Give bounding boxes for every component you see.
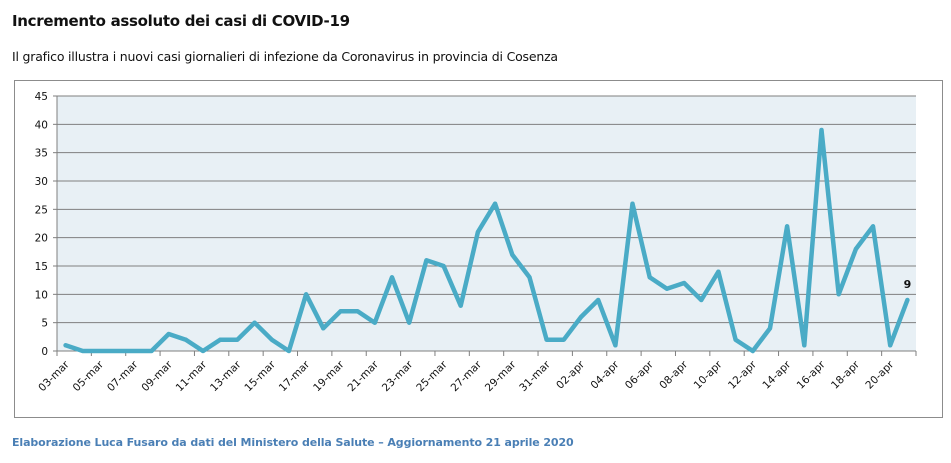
data-point-07-apr — [664, 286, 669, 291]
data-point-23-mar — [407, 320, 412, 325]
x-tick-label: 17-mar — [277, 358, 313, 394]
x-tick-label: 23-mar — [380, 358, 416, 394]
data-point-03-apr — [596, 298, 601, 302]
data-point-06-apr — [647, 275, 652, 280]
data-point-13-apr — [767, 326, 772, 331]
y-axis: 0 5 10 15 20 25 30 35 40 45 — [35, 91, 58, 358]
data-point-05-mar — [97, 349, 102, 353]
x-tick-label: 31-mar — [517, 358, 553, 394]
data-points — [63, 128, 910, 353]
y-tick-label: 10 — [35, 289, 48, 301]
data-point-28-mar — [493, 201, 498, 206]
data-point-21-apr — [905, 298, 910, 302]
y-tick-label: 15 — [35, 261, 48, 273]
data-point-14-mar — [252, 320, 257, 325]
data-point-01-apr — [561, 337, 566, 342]
source-footer: Elaborazione Luca Fusaro da dati del Min… — [12, 436, 574, 449]
data-point-20-apr — [888, 343, 893, 348]
x-tick-label: 07-mar — [105, 358, 141, 394]
data-point-12-mar — [218, 337, 223, 342]
data-point-15-apr — [802, 343, 807, 348]
x-tick-label: 29-mar — [483, 358, 519, 394]
y-tick-label: 35 — [35, 148, 48, 160]
data-point-13-mar — [235, 337, 240, 342]
data-point-16-mar — [286, 349, 291, 353]
data-point-12-apr — [750, 349, 755, 353]
x-tick-label: 21-mar — [345, 358, 381, 394]
x-tick-label: 11-mar — [174, 358, 210, 394]
y-tick-label: 5 — [41, 318, 48, 330]
data-point-08-apr — [682, 281, 687, 285]
x-tick-label: 15-mar — [242, 358, 278, 394]
chart-subtitle: Il grafico illustra i nuovi casi giornal… — [12, 49, 558, 64]
data-point-09-mar — [166, 332, 171, 336]
chart-title: Incremento assoluto dei casi di COVID-19 — [12, 12, 350, 30]
data-point-14-apr — [785, 224, 790, 229]
y-tick-label: 25 — [35, 204, 48, 216]
x-tick-label: 06-apr — [623, 358, 656, 391]
chart-frame — [14, 80, 943, 418]
data-point-08-mar — [149, 349, 154, 353]
x-tick-label: 19-mar — [311, 358, 347, 394]
data-point-06-mar — [115, 349, 120, 353]
data-labels: 9 — [904, 278, 912, 291]
x-tick-label: 02-apr — [554, 358, 587, 391]
data-label-21-apr: 9 — [904, 278, 912, 291]
x-tick-label: 27-mar — [449, 358, 485, 394]
x-tick-label: 14-apr — [760, 358, 793, 391]
data-point-21-mar — [372, 320, 377, 325]
x-tick-label: 12-apr — [726, 358, 759, 391]
data-point-09-apr — [699, 298, 704, 302]
data-point-17-apr — [836, 292, 841, 297]
data-point-04-apr — [613, 343, 618, 348]
data-point-25-mar — [441, 264, 446, 268]
x-tick-label: 13-mar — [208, 358, 244, 394]
data-point-30-mar — [527, 275, 532, 280]
y-tick-label: 0 — [41, 346, 48, 358]
data-point-07-mar — [132, 349, 137, 353]
data-point-19-mar — [338, 309, 343, 314]
x-tick-label: 18-apr — [829, 358, 862, 391]
x-tick-label: 16-apr — [795, 358, 828, 391]
series-line-nuovi-casi — [63, 127, 910, 354]
data-point-24-mar — [424, 258, 429, 263]
data-point-29-mar — [510, 252, 515, 257]
data-point-04-mar — [80, 349, 85, 353]
y-tick-label: 30 — [35, 176, 48, 188]
data-point-18-mar — [321, 326, 326, 331]
data-point-31-mar — [544, 337, 549, 342]
x-tick-label: 05-mar — [71, 358, 107, 394]
x-axis: 03-mar05-mar07-mar09-mar11-mar13-mar15-m… — [36, 350, 917, 394]
x-tick-label: 08-apr — [657, 358, 690, 391]
y-tick-label: 45 — [35, 91, 48, 103]
x-tick-label: 04-apr — [589, 358, 622, 391]
data-point-10-mar — [183, 337, 188, 342]
x-tick-label: 25-mar — [414, 358, 450, 394]
x-tick-label: 10-apr — [692, 358, 725, 391]
data-point-15-mar — [269, 337, 274, 342]
y-tick-label: 40 — [35, 119, 48, 131]
data-point-26-mar — [458, 303, 463, 308]
data-point-18-apr — [853, 247, 858, 251]
x-tick-label: 09-mar — [139, 358, 175, 394]
data-point-16-apr — [819, 128, 824, 132]
data-point-10-apr — [716, 269, 721, 274]
data-point-02-apr — [578, 315, 583, 319]
data-point-11-mar — [201, 349, 206, 353]
x-tick-label: 20-apr — [863, 358, 896, 391]
data-point-11-apr — [733, 337, 738, 342]
data-point-27-mar — [475, 230, 480, 234]
data-point-03-mar — [63, 343, 68, 348]
data-point-22-mar — [390, 275, 395, 280]
plot-area — [57, 96, 916, 351]
data-point-05-apr — [630, 201, 635, 206]
x-tick-label: 03-mar — [36, 358, 72, 394]
data-point-20-mar — [355, 309, 360, 314]
y-tick-label: 20 — [35, 233, 48, 245]
data-point-17-mar — [304, 292, 309, 297]
data-point-19-apr — [871, 224, 876, 229]
